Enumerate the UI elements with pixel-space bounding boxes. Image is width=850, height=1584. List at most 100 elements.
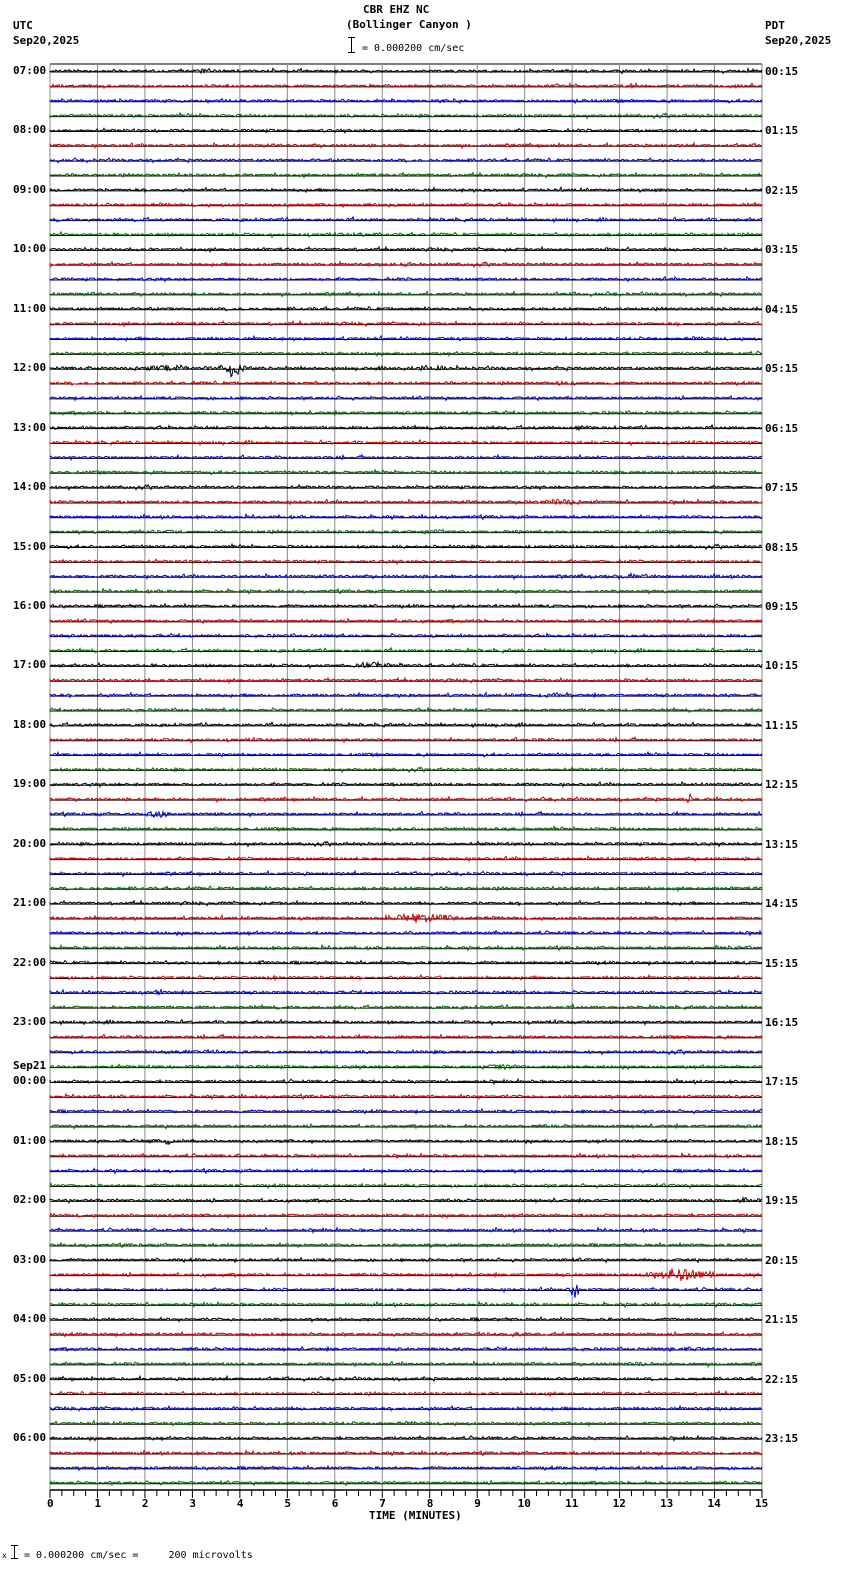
x-tick-label: 14 bbox=[707, 1497, 721, 1510]
trace-row bbox=[49, 885, 763, 893]
trace-row bbox=[49, 66, 763, 75]
trace-row bbox=[49, 468, 763, 476]
trace-row bbox=[49, 215, 763, 224]
pdt-time-label: 01:15 bbox=[765, 124, 799, 138]
utc-hour-label: 19:00 bbox=[13, 777, 47, 791]
pdt-time-label: 11:15 bbox=[765, 718, 799, 732]
x-tick-label: 5 bbox=[284, 1497, 291, 1510]
trace-row bbox=[49, 363, 762, 378]
x-tick-label: 11 bbox=[565, 1497, 579, 1510]
trace-row bbox=[49, 319, 763, 328]
trace-row bbox=[49, 1003, 763, 1011]
trace-row bbox=[49, 528, 763, 536]
trace-row bbox=[49, 394, 762, 402]
x-tick-label: 3 bbox=[189, 1497, 197, 1510]
trace-row bbox=[49, 1033, 763, 1041]
trace-row bbox=[49, 988, 763, 997]
utc-hour-label: 21:00 bbox=[13, 896, 47, 910]
trace-row bbox=[49, 438, 762, 447]
trace-row bbox=[49, 943, 763, 952]
trace-row bbox=[49, 1182, 763, 1190]
trace-row bbox=[49, 379, 763, 387]
trace-row bbox=[49, 660, 763, 670]
trace-row bbox=[49, 840, 763, 848]
x-tick-label: 13 bbox=[660, 1497, 674, 1510]
utc-hour-label: 01:00 bbox=[13, 1133, 47, 1147]
pdt-time-label: 08:15 bbox=[765, 540, 799, 554]
trace-row bbox=[49, 1479, 763, 1487]
utc-hour-label: 22:00 bbox=[13, 955, 47, 969]
pdt-time-label: 05:15 bbox=[765, 362, 799, 376]
utc-hour-label: 03:00 bbox=[13, 1252, 47, 1266]
pdt-time-label: 06:15 bbox=[765, 421, 799, 435]
trace-row bbox=[49, 111, 763, 120]
x-tick-label: 0 bbox=[47, 1497, 54, 1510]
trace-row bbox=[49, 1404, 763, 1413]
pdt-time-label: 22:15 bbox=[765, 1372, 799, 1386]
x-tick-label: 1 bbox=[94, 1497, 102, 1510]
trace-row bbox=[49, 1389, 763, 1398]
trace-row bbox=[49, 512, 763, 521]
utc-hour-label: 05:00 bbox=[13, 1371, 47, 1385]
trace-row bbox=[49, 1151, 763, 1160]
pdt-time-label: 21:15 bbox=[765, 1313, 799, 1327]
trace-row bbox=[49, 334, 763, 343]
trace-row bbox=[49, 558, 763, 566]
pdt-time-label: 19:15 bbox=[765, 1194, 799, 1208]
trace-row bbox=[49, 869, 763, 878]
utc-hour-label: 09:00 bbox=[13, 182, 47, 196]
trace-row bbox=[49, 275, 763, 284]
pdt-time-label: 16:15 bbox=[765, 1016, 799, 1030]
trace-row bbox=[49, 1122, 763, 1131]
trace-row bbox=[49, 736, 763, 744]
trace-row bbox=[49, 646, 762, 655]
x-tick-label: 4 bbox=[236, 1497, 244, 1510]
utc-hour-label: 23:00 bbox=[13, 1015, 47, 1029]
trace-row bbox=[49, 260, 763, 269]
trace-row bbox=[49, 453, 763, 462]
trace-row bbox=[49, 1419, 763, 1428]
trace-row bbox=[49, 720, 763, 729]
trace-row bbox=[49, 1063, 763, 1071]
footer-scale-bar-icon bbox=[11, 1545, 19, 1560]
trace-row bbox=[49, 409, 763, 417]
x-tick-label: 10 bbox=[517, 1497, 531, 1510]
trace-row bbox=[49, 201, 763, 209]
trace-row bbox=[49, 1256, 763, 1264]
trace-row bbox=[49, 1300, 763, 1309]
x-tick-label: 9 bbox=[474, 1497, 481, 1510]
pdt-time-label: 02:15 bbox=[765, 183, 799, 197]
trace-row bbox=[49, 1330, 763, 1338]
utc-hour-label: 15:00 bbox=[13, 539, 47, 553]
trace-row bbox=[49, 171, 763, 180]
x-tick-label: 2 bbox=[141, 1497, 149, 1510]
trace-row bbox=[49, 97, 763, 105]
pdt-time-label: 13:15 bbox=[765, 837, 799, 851]
x-tick-label: 12 bbox=[612, 1497, 626, 1510]
utc-hour-label: 11:00 bbox=[13, 301, 47, 315]
pdt-time-label: 04:15 bbox=[765, 302, 799, 316]
trace-row bbox=[49, 141, 763, 150]
trace-row bbox=[49, 973, 762, 982]
date-change-label: Sep21 bbox=[13, 1059, 47, 1073]
pdt-time-label: 15:15 bbox=[765, 956, 799, 970]
x-tick-label: 15 bbox=[755, 1497, 769, 1510]
trace-row bbox=[49, 1138, 762, 1146]
trace-row bbox=[49, 809, 763, 819]
trace-row bbox=[49, 1212, 763, 1220]
trace-row bbox=[49, 1167, 763, 1175]
trace-row bbox=[49, 793, 763, 804]
station-title: CBR EHZ NC bbox=[363, 3, 430, 16]
trace-row bbox=[49, 750, 763, 758]
footer-prefix: x bbox=[2, 1551, 7, 1560]
utc-hour-label: 17:00 bbox=[13, 658, 47, 672]
trace-row bbox=[49, 1464, 763, 1472]
pdt-time-label: 23:15 bbox=[765, 1432, 799, 1446]
trace-row bbox=[49, 632, 763, 639]
trace-row bbox=[49, 498, 763, 506]
trace-row bbox=[49, 676, 763, 685]
utc-hour-label: 16:00 bbox=[13, 598, 47, 612]
trace-row bbox=[49, 1315, 763, 1324]
utc-hour-label: 06:00 bbox=[13, 1431, 47, 1445]
